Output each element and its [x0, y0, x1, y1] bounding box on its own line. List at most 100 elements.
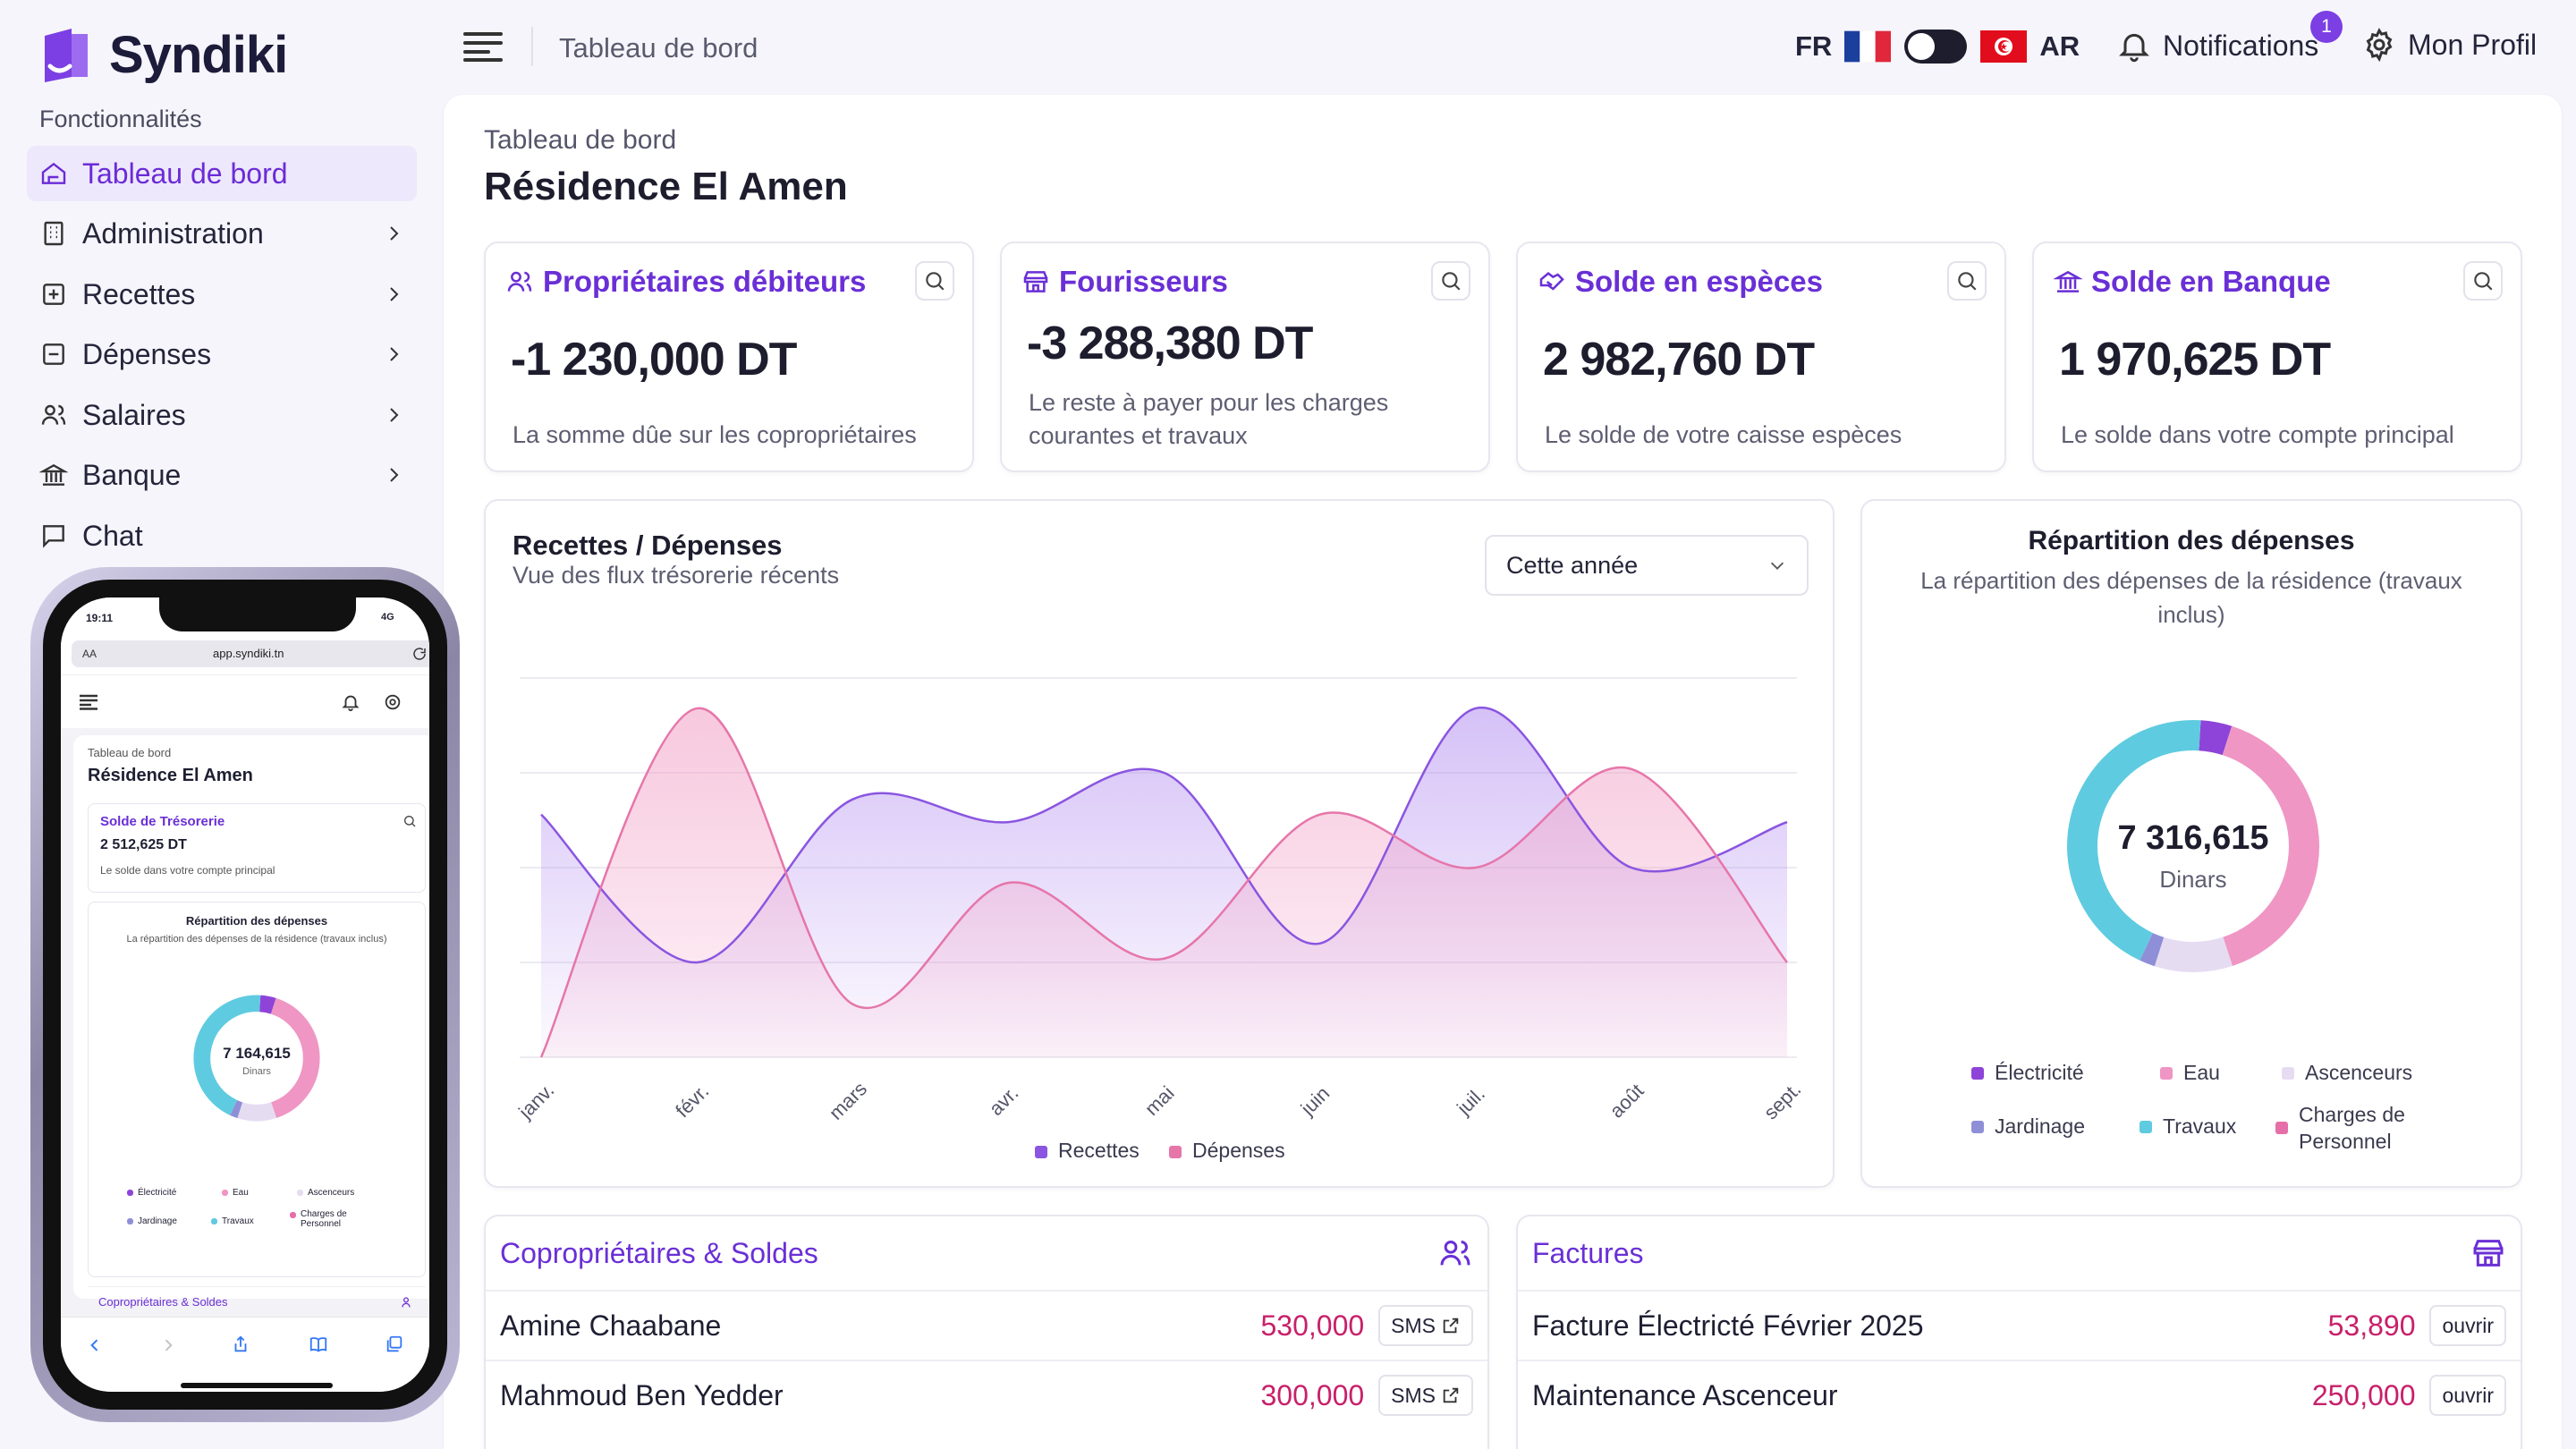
users-icon[interactable]: [401, 1295, 415, 1309]
stat-value: -1 230,000 DT: [511, 334, 797, 386]
period-select[interactable]: Cette année: [1485, 535, 1809, 596]
sms-label: SMS: [1391, 1313, 1436, 1337]
bank-icon: [39, 463, 68, 486]
sms-button[interactable]: SMS: [1378, 1305, 1473, 1346]
legend-item-charges-personnel[interactable]: Charges de Personnel: [2275, 1101, 2454, 1155]
sidebar-item-dashboard[interactable]: Tableau de bord: [27, 146, 417, 201]
share-icon[interactable]: [231, 1335, 250, 1354]
home-icon: [41, 162, 66, 184]
minus-square-icon: [43, 343, 64, 365]
x-tick-label: juil.: [1452, 1082, 1489, 1120]
owners-header: Copropriétaires & Soldes: [486, 1216, 1487, 1290]
sidebar-item-administration[interactable]: Administration: [27, 206, 417, 261]
invoices-header: Factures: [1518, 1216, 2521, 1290]
users-icon: [41, 404, 66, 425]
forward-icon[interactable]: [159, 1336, 177, 1354]
donut-slice[interactable]: [237, 1102, 276, 1122]
donut-slice[interactable]: [2067, 720, 2201, 961]
lang-fr-label[interactable]: FR: [1795, 30, 1833, 62]
phone-stat-title: Solde de Trésorerie: [100, 814, 225, 829]
sms-button[interactable]: SMS: [1378, 1375, 1473, 1416]
open-invoice-button[interactable]: ouvrir: [2429, 1305, 2506, 1346]
tabs-icon[interactable]: [385, 1335, 404, 1354]
expense-distribution-card: Répartition des dépenses La répartition …: [1860, 499, 2522, 1188]
gear-icon[interactable]: [383, 692, 402, 712]
sidebar-item-depenses[interactable]: Dépenses: [27, 326, 417, 382]
sidebar-item-banque[interactable]: Banque: [27, 447, 417, 503]
sidebar-item-chat[interactable]: Chat: [27, 508, 417, 564]
x-tick-label: juin: [1296, 1082, 1335, 1121]
brand-logo[interactable]: Syndiki: [39, 25, 288, 85]
legend-item-electricite[interactable]: Électricité: [1971, 1061, 2084, 1085]
chevron-down-icon: [1770, 562, 1784, 570]
stat-search-button[interactable]: [2463, 261, 2503, 301]
donut-slice[interactable]: [193, 995, 261, 1115]
stat-title: Fourisseurs: [1021, 265, 1228, 299]
bank-icon: [2054, 270, 2082, 292]
stat-search-button[interactable]: [915, 261, 954, 301]
sidebar-item-salaires[interactable]: Salaires: [27, 387, 417, 443]
store-icon: [1023, 271, 1048, 292]
donut-slice[interactable]: [2154, 936, 2233, 972]
gear-icon: [2366, 28, 2393, 63]
back-icon[interactable]: [86, 1336, 104, 1354]
series-area-1: [541, 708, 1787, 1057]
series-line-0[interactable]: [540, 706, 1788, 964]
donut-slice[interactable]: [2140, 932, 2165, 967]
bell-icon[interactable]: [341, 692, 360, 712]
invoice-row: Maintenance Ascenceur 250,000 ouvrir: [1518, 1360, 2521, 1429]
invoice-name: Facture Électricté Février 2025: [1532, 1309, 1924, 1342]
language-switcher[interactable]: FR AR: [1795, 29, 2080, 64]
menu-toggle-icon[interactable]: [79, 694, 98, 710]
donut-slice[interactable]: [230, 1099, 243, 1119]
sidebar-item-label: Tableau de bord: [82, 157, 288, 190]
phone-stat-value: 2 512,625 DT: [100, 837, 187, 852]
invoices-card: Factures Facture Électricté Février 2025…: [1516, 1215, 2522, 1449]
stat-search-button[interactable]: [1947, 261, 1987, 301]
users-icon: [507, 271, 532, 292]
donut-slice[interactable]: [270, 997, 320, 1119]
legend-item-jardinage[interactable]: Jardinage: [1971, 1114, 2085, 1139]
lang-ar-label[interactable]: AR: [2039, 30, 2080, 62]
sidebar-item-recettes[interactable]: Recettes: [27, 267, 417, 322]
legend-label: Charges de Personnel: [2299, 1103, 2405, 1153]
cashflow-chart-card: Recettes / Dépenses Vue des flux trésore…: [484, 499, 1835, 1188]
open-invoice-button[interactable]: ouvrir: [2429, 1375, 2506, 1416]
page-title: Résidence El Amen: [484, 165, 848, 208]
series-line-1[interactable]: [539, 707, 1788, 1058]
sidebar-item-label: Recettes: [82, 277, 196, 310]
donut-slice[interactable]: [2222, 725, 2319, 966]
legend-item-travaux[interactable]: Travaux: [2140, 1114, 2236, 1139]
stat-card-cash: Solde en espèces 2 982,760 DT Le solde d…: [1516, 242, 2006, 472]
reload-icon[interactable]: [411, 646, 428, 662]
cash-icon: [1539, 272, 1564, 291]
stat-card-suppliers: Fourisseurs -3 288,380 DT Le reste à pay…: [1000, 242, 1490, 472]
donut-slice[interactable]: [2198, 720, 2233, 756]
legend-item-ascenceurs[interactable]: Ascenceurs: [2282, 1061, 2412, 1085]
users-icon[interactable]: [1437, 1235, 1473, 1271]
legend-label[interactable]: Recettes: [1058, 1139, 1140, 1162]
phone-stat-card: [88, 803, 426, 893]
donut-subtitle: La répartition des dépenses de la réside…: [1920, 567, 2462, 628]
legend-label[interactable]: Dépenses: [1192, 1139, 1285, 1162]
stat-search-button[interactable]: [1431, 261, 1470, 301]
language-toggle[interactable]: [1903, 29, 1968, 64]
stat-title-text: Solde en espèces: [1575, 265, 1823, 298]
donut-slice[interactable]: [258, 995, 276, 1014]
stat-title: Propriétaires débiteurs: [505, 265, 866, 299]
chat-icon: [43, 525, 64, 548]
profile-button[interactable]: Mon Profil: [2361, 27, 2537, 63]
x-tick-label: mars: [825, 1078, 871, 1124]
search-icon[interactable]: [402, 814, 417, 828]
owner-name: Amine Chaabane: [500, 1309, 722, 1342]
notifications-button[interactable]: Notifications: [2116, 27, 2318, 64]
menu-toggle-icon[interactable]: [463, 30, 503, 63]
bookmarks-icon[interactable]: [308, 1335, 329, 1354]
phone-donut-card: [88, 902, 426, 1277]
phone-url-bar[interactable]: [72, 640, 429, 667]
legend-item-eau[interactable]: Eau: [2160, 1061, 2220, 1085]
phone-url-reader[interactable]: AA: [82, 648, 97, 660]
phone-signal: 4G: [381, 612, 394, 623]
store-icon[interactable]: [2470, 1235, 2506, 1271]
phone-url: app.syndiki.tn: [213, 647, 284, 660]
